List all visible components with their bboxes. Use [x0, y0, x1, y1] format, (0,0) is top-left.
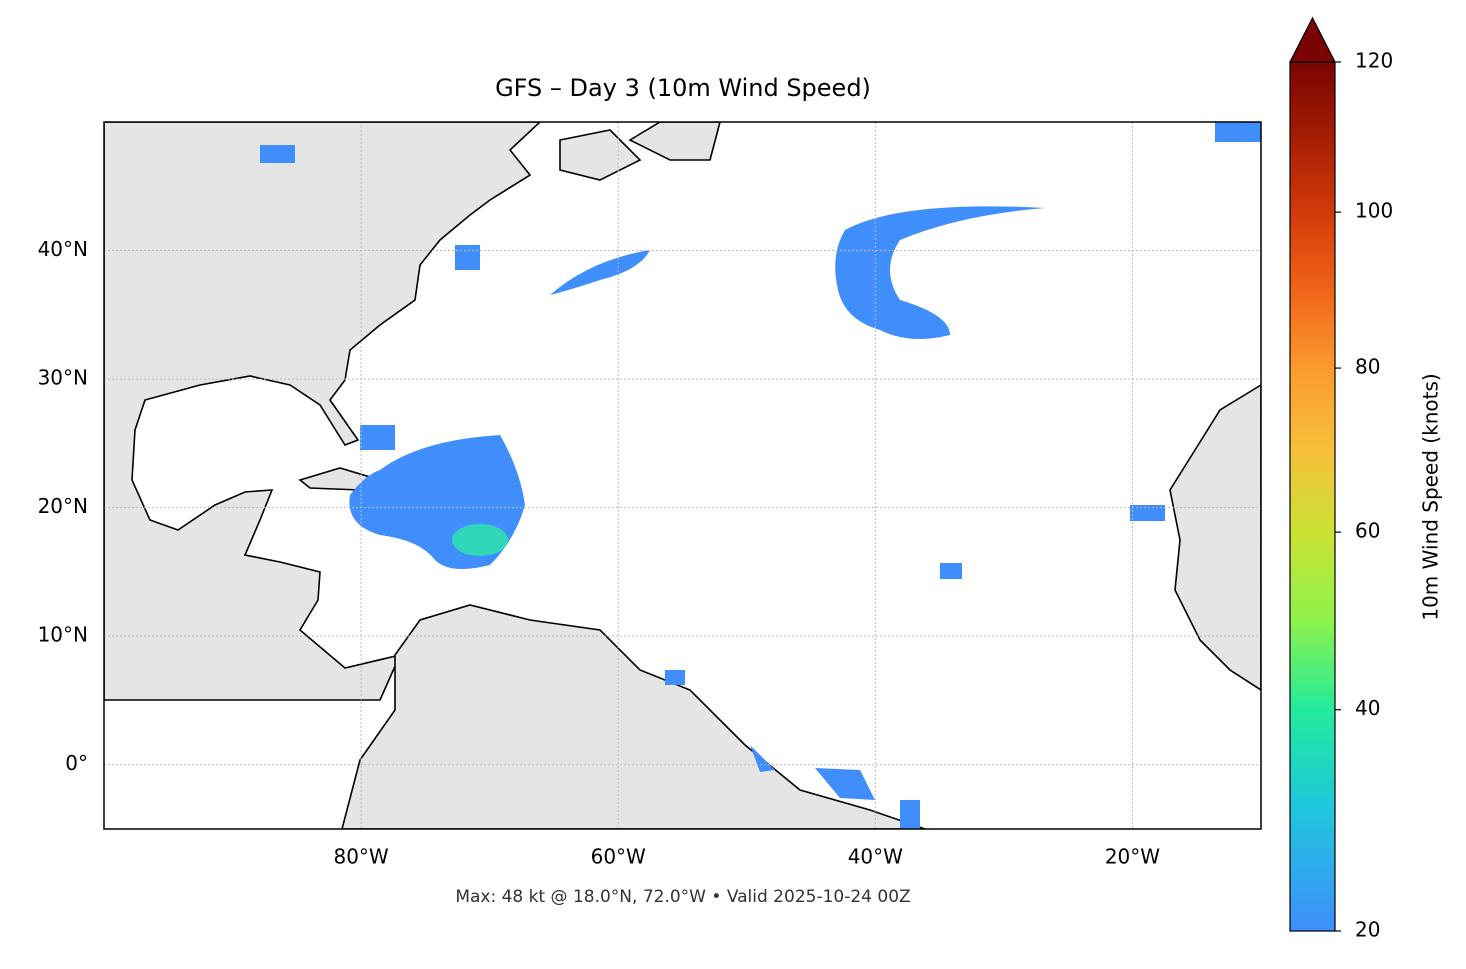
y-tick-label: 30°N	[38, 366, 88, 390]
south-america	[341, 604, 926, 829]
wind-area	[750, 745, 775, 772]
wind-area	[815, 768, 875, 800]
x-tick-label: 40°W	[848, 845, 903, 869]
x-tick-label: 60°W	[591, 845, 646, 869]
wind-area	[550, 250, 650, 295]
wind-area	[665, 670, 685, 685]
colorbar-tick-label: 60	[1355, 519, 1380, 543]
colorbar: 20 40 60 80 100 120	[1289, 16, 1393, 942]
colorbar-tick-label: 120	[1355, 49, 1393, 73]
annotation: Max: 48 kt @ 18.0°N, 72.0°W • Valid 2025…	[455, 887, 910, 907]
y-tick-label: 20°N	[38, 494, 88, 518]
y-tick-label: 10°N	[38, 623, 88, 647]
wind-area	[940, 563, 962, 579]
y-tick-label: 0°	[65, 751, 88, 775]
colorbar-tick-label: 100	[1355, 199, 1393, 223]
colorbar-tick-label: 40	[1355, 696, 1380, 720]
wind-area	[455, 245, 480, 270]
colorbar-gradient	[1289, 61, 1336, 932]
canada-east	[559, 129, 642, 181]
colorbar-tick-label: 80	[1355, 355, 1380, 379]
africa	[1169, 384, 1261, 691]
wind-area	[900, 800, 920, 829]
wind-area	[835, 206, 1045, 339]
x-tick-label: 80°W	[333, 845, 388, 869]
grid	[104, 122, 1261, 829]
colorbar-extension	[1289, 16, 1336, 63]
wind-area	[1215, 122, 1261, 142]
x-tick-label: 20°W	[1105, 845, 1160, 869]
map-layer	[104, 122, 1261, 829]
chart-title: GFS – Day 3 (10m Wind Speed)	[495, 74, 871, 102]
map-frame	[103, 121, 1262, 830]
wind-area	[360, 425, 395, 450]
y-tick-label: 40°N	[38, 237, 88, 261]
wind-area	[1130, 505, 1165, 521]
wind-area	[452, 524, 508, 556]
north-america	[104, 122, 542, 701]
colorbar-label: 10m Wind Speed (knots)	[1419, 373, 1443, 620]
newfoundland	[628, 122, 721, 161]
wind-area	[260, 145, 295, 163]
colorbar-tick-label: 20	[1355, 918, 1380, 942]
